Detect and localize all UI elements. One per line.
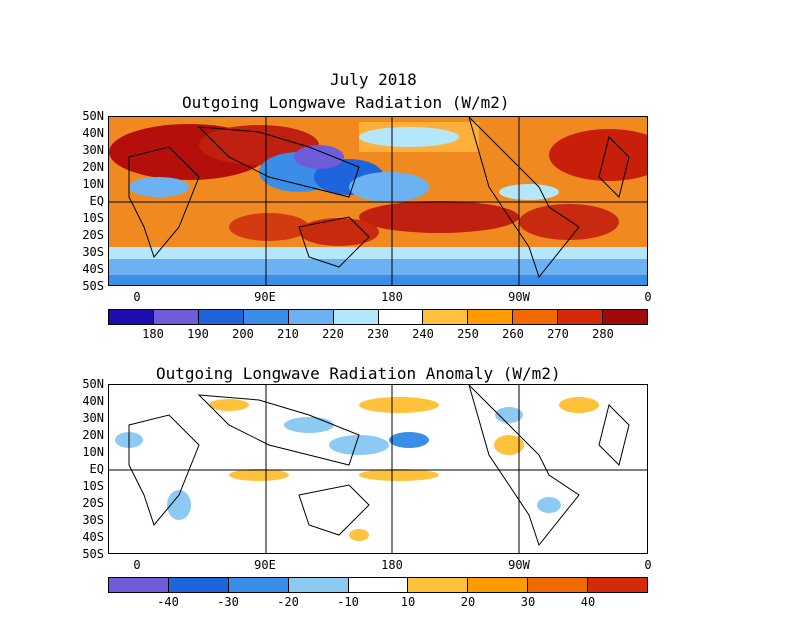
olr-colorbar-swatch xyxy=(423,310,469,324)
olr-lon-label: 90E xyxy=(254,290,276,304)
anom-lat-label: 20S xyxy=(82,496,104,510)
anom-lon-label: 90W xyxy=(508,558,530,572)
anom-colorbar-label: -40 xyxy=(157,595,179,609)
anom-lon-label: 0 xyxy=(133,558,141,572)
olr-lat-label: 50S xyxy=(82,279,104,293)
olr-colorbar-label: 240 xyxy=(412,327,434,341)
olr-colorbar-swatch xyxy=(333,310,379,324)
anom-colorbar-swatch xyxy=(228,578,289,592)
olr-colorbar-label: 200 xyxy=(232,327,254,341)
anom-lat-label: EQ xyxy=(89,462,104,476)
olr-lat-label: 30S xyxy=(82,245,104,259)
olr-colorbar-swatch xyxy=(153,310,199,324)
olr-colorbar-label: 180 xyxy=(142,327,164,341)
olr-colorbar-label: 220 xyxy=(322,327,344,341)
olr-colorbar-swatch xyxy=(288,310,334,324)
anom-lat-label: 10S xyxy=(82,479,104,493)
olr-lon-label: 0 xyxy=(133,290,141,304)
anom-lat-label: 50N xyxy=(82,377,104,391)
olr-lat-label: 30N xyxy=(82,143,104,157)
anom-colorbar-swatch xyxy=(288,578,349,592)
anomaly-map xyxy=(108,384,648,554)
olr-colorbar-label: 250 xyxy=(457,327,479,341)
colorbar-anomaly xyxy=(108,577,648,593)
olr-colorbar-swatch xyxy=(603,310,648,324)
anom-lat-label: 30N xyxy=(82,411,104,425)
olr-lon-label: 180 xyxy=(381,290,403,304)
olr-colorbar-label: 280 xyxy=(592,327,614,341)
anom-colorbar-swatch xyxy=(528,578,589,592)
anom-colorbar-label: 20 xyxy=(460,595,476,609)
colorbar-olr xyxy=(108,309,648,325)
olr-colorbar-label: 190 xyxy=(187,327,209,341)
anom-lat-label: 30S xyxy=(82,513,104,527)
olr-colorbar-swatch xyxy=(558,310,604,324)
olr-colorbar-swatch xyxy=(513,310,559,324)
anom-colorbar-label: 30 xyxy=(520,595,536,609)
anom-colorbar-label: -20 xyxy=(277,595,299,609)
anom-lon-label: 0 xyxy=(644,558,652,572)
anom-colorbar-swatch xyxy=(588,578,648,592)
olr-lat-label: EQ xyxy=(89,194,104,208)
map-title-olr: Outgoing Longwave Radiation (W/m2) xyxy=(182,93,510,112)
olr-colorbar-swatch xyxy=(468,310,514,324)
anom-colorbar-swatch xyxy=(168,578,229,592)
olr-map xyxy=(108,116,648,286)
anom-colorbar-label: -10 xyxy=(337,595,359,609)
anom-colorbar-swatch xyxy=(109,578,169,592)
olr-colorbar-label: 270 xyxy=(547,327,569,341)
olr-colorbar-label: 230 xyxy=(367,327,389,341)
anom-colorbar-label: 10 xyxy=(400,595,416,609)
anom-lat-label: 20N xyxy=(82,428,104,442)
olr-lon-label: 90W xyxy=(508,290,530,304)
anom-lat-label: 40N xyxy=(82,394,104,408)
anom-lat-label: 50S xyxy=(82,547,104,561)
olr-lat-label: 10S xyxy=(82,211,104,225)
olr-lat-label: 40S xyxy=(82,262,104,276)
olr-colorbar-label: 260 xyxy=(502,327,524,341)
olr-colorbar-swatch xyxy=(378,310,424,324)
olr-colorbar-swatch xyxy=(109,310,154,324)
olr-colorbar-label: 210 xyxy=(277,327,299,341)
anom-lat-label: 10N xyxy=(82,445,104,459)
olr-lat-label: 20N xyxy=(82,160,104,174)
anom-colorbar-swatch xyxy=(348,578,409,592)
anom-colorbar-label: -30 xyxy=(217,595,239,609)
map-title-date: July 2018 xyxy=(330,70,417,89)
olr-lon-label: 0 xyxy=(644,290,652,304)
olr-lat-label: 10N xyxy=(82,177,104,191)
anom-lon-label: 90E xyxy=(254,558,276,572)
olr-lat-label: 40N xyxy=(82,126,104,140)
olr-lat-label: 50N xyxy=(82,109,104,123)
anom-lat-label: 40S xyxy=(82,530,104,544)
anom-lon-label: 180 xyxy=(381,558,403,572)
olr-colorbar-swatch xyxy=(198,310,244,324)
anom-colorbar-swatch xyxy=(408,578,469,592)
anom-colorbar-label: 40 xyxy=(580,595,596,609)
anom-colorbar-swatch xyxy=(468,578,529,592)
olr-lat-label: 20S xyxy=(82,228,104,242)
map-title-anomaly: Outgoing Longwave Radiation Anomaly (W/m… xyxy=(156,364,561,383)
olr-colorbar-swatch xyxy=(243,310,289,324)
